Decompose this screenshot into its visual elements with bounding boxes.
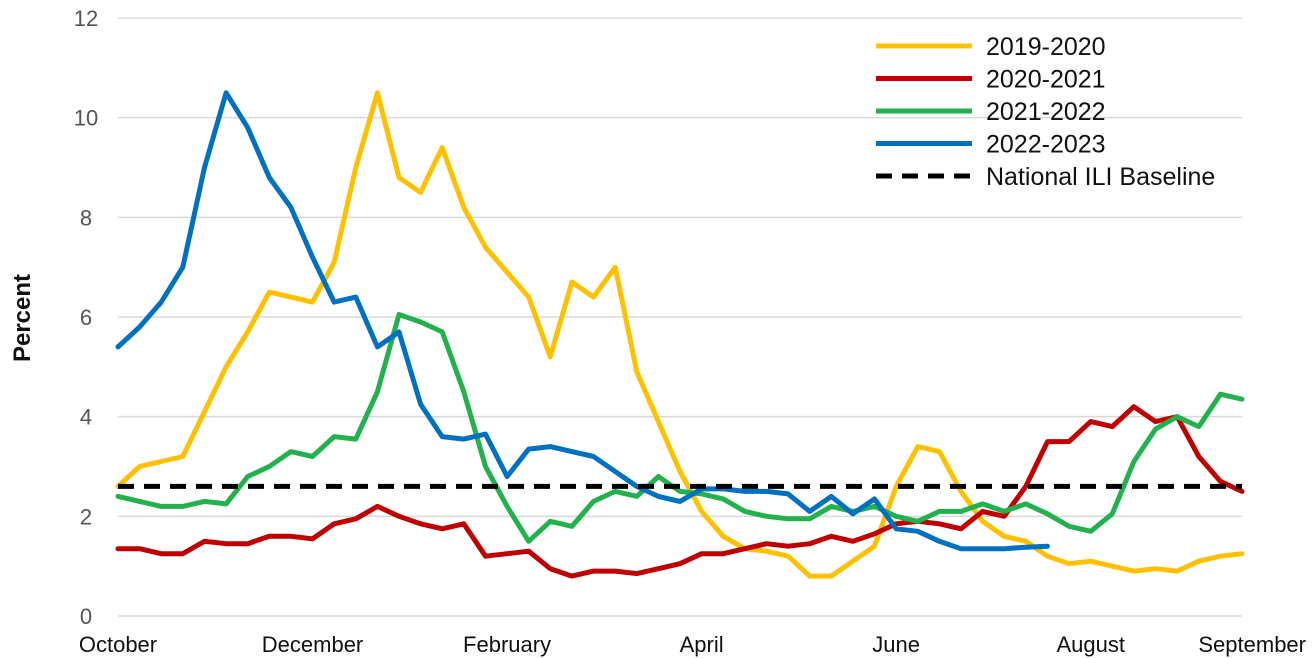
y-tick-label: 4 [80,405,92,430]
series-line-2021-2022 [115,312,1245,544]
y-tick-label: 6 [80,305,92,330]
x-tick-label: September [1198,632,1306,657]
y-tick-label: 0 [80,604,92,629]
legend-label: 2021-2022 [986,98,1106,126]
y-tick-label: 10 [74,106,98,131]
x-tick-label: June [872,632,920,657]
x-tick-labels: October December February April June August Se… [79,632,1306,657]
series-line-2022-2023 [115,90,1050,552]
series-line-2019-2020 [115,90,1245,579]
x-tick-label: October [79,632,157,657]
x-tick-label: February [463,632,551,657]
series-line-2020-2021 [115,404,1245,579]
legend-label: 2020-2021 [986,66,1106,94]
x-tick-label: August [1056,632,1125,657]
legend-label: 2022-2023 [986,131,1106,159]
y-tick-label: 12 [74,6,98,31]
y-tick-label: 8 [80,205,92,230]
series-lines [115,90,1245,579]
y-axis-title: Percent [9,274,36,362]
legend-label: National ILI Baseline [986,163,1215,191]
gridlines [118,17,1242,617]
legend-label: 2019-2020 [986,33,1106,61]
y-tick-labels: 0 2 4 6 8 10 12 [74,6,98,629]
legend: 2019-2020 2020-2021 2021-2022 2022-2023 Nati… [876,33,1215,191]
x-tick-label: December [262,632,363,657]
y-tick-label: 2 [80,504,92,529]
x-tick-label: April [680,632,724,657]
